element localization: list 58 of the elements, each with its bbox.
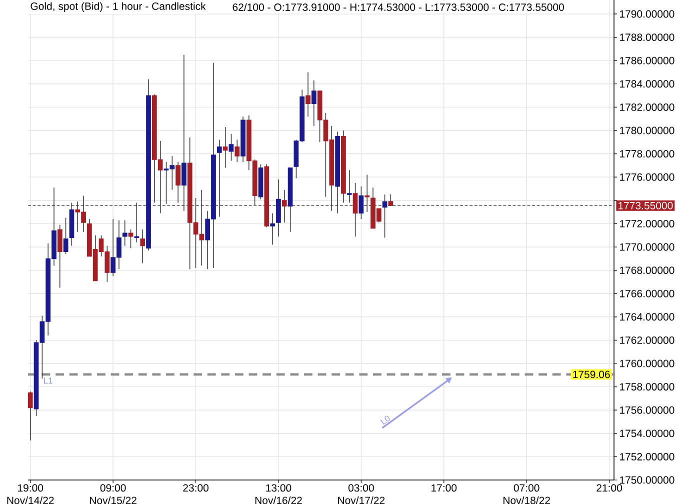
x-tick-label: 17:00 bbox=[432, 484, 457, 492]
y-tick-label: 1776.00000 bbox=[620, 173, 674, 181]
candlestick bbox=[122, 220, 128, 246]
candlestick bbox=[228, 134, 234, 162]
ref-line-label: 1759.06 bbox=[573, 370, 610, 378]
y-tick-label: 1788.00000 bbox=[620, 34, 674, 41]
x-tick-label: 19:00 Nov/14/22 bbox=[7, 484, 54, 504]
y-tick-label: 1790.00000 bbox=[620, 10, 674, 18]
candlestick bbox=[182, 54, 186, 212]
y-tick-label: 1752.00000 bbox=[620, 452, 674, 460]
candlestick bbox=[128, 229, 134, 248]
y-tick-label: 1750.00000 bbox=[620, 476, 674, 484]
candlestick bbox=[276, 179, 281, 237]
x-tick-label: 13:00 Nov/16/22 bbox=[255, 484, 302, 504]
y-tick-label: 1762.00000 bbox=[620, 336, 674, 344]
y-tick-label: 1780.00000 bbox=[620, 126, 674, 134]
y-tick-label: 1770.00000 bbox=[620, 243, 674, 251]
candlestick bbox=[306, 72, 310, 117]
candlestick bbox=[352, 182, 358, 237]
y-tick-label: 1764.00000 bbox=[620, 313, 674, 321]
candlestick bbox=[388, 194, 394, 206]
y-tick-label: 1768.00000 bbox=[620, 266, 674, 274]
ref-line-label: 1773.55000 bbox=[618, 202, 673, 210]
candlestick bbox=[364, 174, 370, 212]
candlestick bbox=[358, 186, 364, 220]
chart-subtitle: 62/100 - O:1773.91000 - H:1774.53000 - L:1773.53000 - C:1773.55000 bbox=[232, 3, 564, 11]
candlestick bbox=[140, 229, 146, 264]
chart-title: Gold, spot (Bid) - 1 hour - Candlestick bbox=[30, 2, 206, 12]
candlestick bbox=[176, 162, 180, 204]
y-tick-label: 1756.00000 bbox=[620, 406, 674, 414]
y-tick-label: 1760.00000 bbox=[620, 360, 674, 368]
annotation: L1 bbox=[44, 378, 52, 384]
candlestick bbox=[234, 139, 240, 162]
x-tick-label: 09:00 Nov/15/22 bbox=[90, 484, 136, 504]
candlestick bbox=[270, 212, 275, 246]
y-tick-label: 1786.00000 bbox=[620, 56, 674, 64]
y-tick-label: 1754.00000 bbox=[620, 430, 674, 438]
candlestick bbox=[216, 139, 222, 218]
y-tick-label: 1778.00000 bbox=[620, 150, 674, 158]
x-tick-label: 21:00 bbox=[596, 484, 622, 492]
y-tick-label: 1782.00000 bbox=[620, 103, 674, 111]
x-tick-label: 23:00 bbox=[183, 484, 208, 492]
x-tick-label: 03:00 Nov/17/22 bbox=[338, 484, 385, 504]
x-tick-label: 07:00 Nov/18/22 bbox=[504, 484, 550, 504]
candlestick bbox=[382, 194, 388, 238]
candlestick bbox=[346, 170, 352, 204]
text: L0 bbox=[380, 416, 390, 425]
candlestick bbox=[57, 224, 62, 288]
y-tick-label: 1784.00000 bbox=[620, 80, 674, 88]
y-tick-label: 1766.00000 bbox=[620, 290, 674, 298]
y-tick-label: 1772.00000 bbox=[620, 220, 674, 228]
candlestick bbox=[63, 218, 68, 254]
candlestick bbox=[311, 80, 316, 126]
candlestick bbox=[28, 391, 33, 441]
y-tick-label: 1758.00000 bbox=[620, 383, 674, 391]
candlestick bbox=[134, 202, 140, 243]
candlestick bbox=[282, 190, 287, 223]
candlestick bbox=[222, 126, 228, 168]
